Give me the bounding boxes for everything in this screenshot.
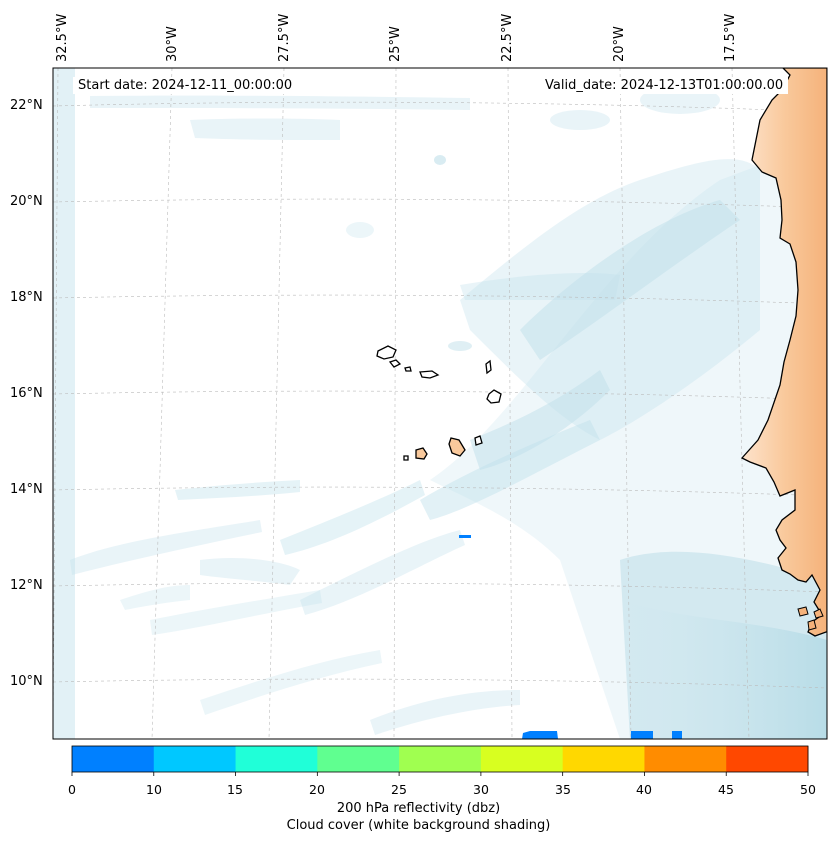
colorbar-subtitle: Cloud cover (white background shading) xyxy=(286,818,551,833)
colorbar-cell xyxy=(644,746,727,772)
map-frame xyxy=(52,67,828,740)
colorbar xyxy=(72,746,809,772)
reflectivity-echoes xyxy=(459,535,682,739)
lat-label: 18°N xyxy=(10,290,43,305)
lon-label: 20°W xyxy=(612,26,627,62)
lon-label: 17.5°W xyxy=(723,13,738,62)
colorbar-tick-label: 10 xyxy=(146,782,162,797)
colorbar-title: 200 hPa reflectivity (dbz) xyxy=(336,801,501,816)
colorbar-tick-label: 25 xyxy=(391,782,407,797)
colorbar-cell xyxy=(726,746,809,772)
colorbar-tick-label: 0 xyxy=(68,782,76,797)
cape-verde-islands xyxy=(376,345,502,461)
start-date-label: Start date: 2024-12-11_00:00:00 xyxy=(73,77,298,94)
lon-label: 30°W xyxy=(165,26,180,62)
colorbar-cell xyxy=(153,746,237,772)
lon-label: 22.5°W xyxy=(500,13,515,62)
colorbar-tick-label: 15 xyxy=(227,782,243,797)
coastal-island xyxy=(807,619,817,631)
colorbar-tickmarks xyxy=(71,772,809,776)
cloud-cover-shading xyxy=(53,68,827,739)
colorbar-cell xyxy=(399,746,482,772)
lat-label: 22°N xyxy=(10,98,43,113)
lat-label: 10°N xyxy=(10,674,43,689)
colorbar-tick-label: 45 xyxy=(718,782,734,797)
colorbar-cell xyxy=(562,746,645,772)
colorbar-tick-label: 20 xyxy=(309,782,325,797)
africa-landmass xyxy=(740,68,827,637)
colorbar-cell xyxy=(72,746,155,772)
graticule xyxy=(53,68,827,739)
lon-label: 25°W xyxy=(388,26,403,62)
colorbar-cell xyxy=(480,746,564,772)
colorbar-tick-label: 30 xyxy=(473,782,489,797)
coastal-island xyxy=(797,606,809,617)
colorbar-tick-label: 35 xyxy=(555,782,571,797)
lat-label: 20°N xyxy=(10,194,43,209)
valid-date-label: Valid_date: 2024-12-13T01:00:00.00 xyxy=(540,77,789,94)
lat-label: 12°N xyxy=(10,578,43,593)
colorbar-tick-label: 50 xyxy=(800,782,816,797)
colorbar-frame xyxy=(71,745,809,773)
lat-label: 14°N xyxy=(10,482,43,497)
colorbar-cell xyxy=(317,746,400,772)
colorbar-tick-label: 40 xyxy=(636,782,652,797)
lon-label: 27.5°W xyxy=(277,13,292,62)
lon-label: 32.5°W xyxy=(55,13,70,62)
coastal-island xyxy=(813,608,824,619)
colorbar-cell xyxy=(235,746,318,772)
lat-label: 16°N xyxy=(10,386,43,401)
